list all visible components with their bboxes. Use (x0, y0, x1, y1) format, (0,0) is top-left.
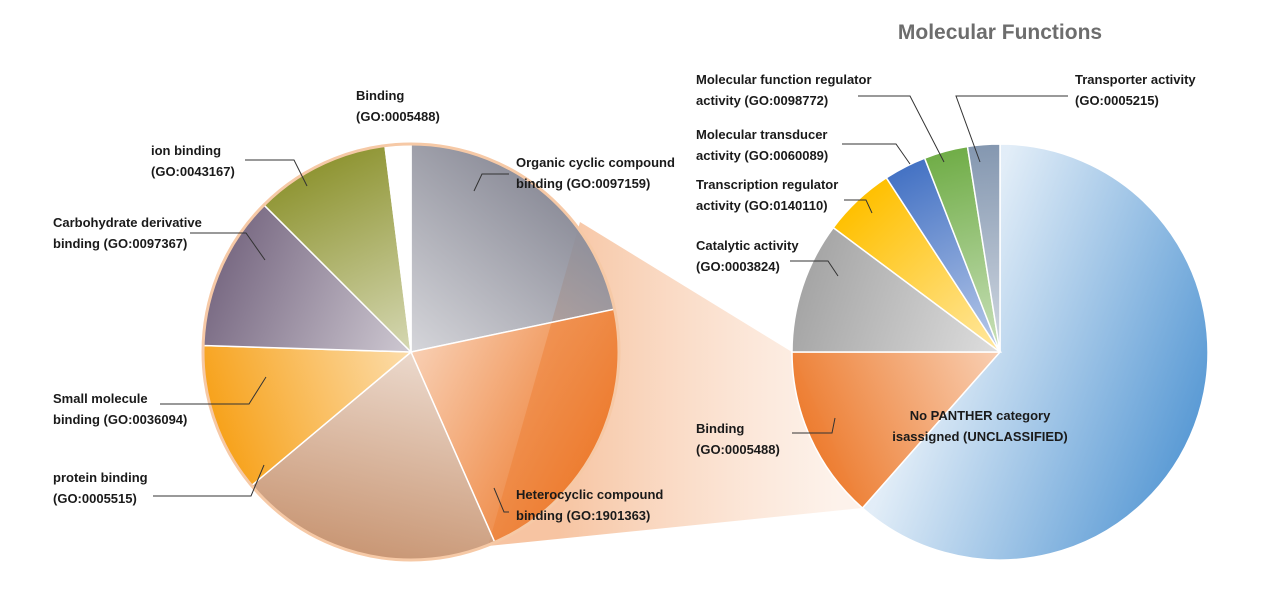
slice-label-organic-cyclic-compound-binding: Organic cyclic compound binding (GO:00971… (516, 155, 675, 191)
leader-line-ion-binding (245, 159, 308, 187)
slice-label-line: binding (GO:0097367) (53, 236, 187, 251)
slice-label-binding: Binding (GO:0005488) (696, 421, 780, 457)
slice-label-line: (GO:0043167) (151, 164, 235, 179)
slice-label-line: (GO:0005488) (696, 442, 780, 457)
leader-line-binding (792, 417, 836, 434)
slice-label-line: (GO:0003824) (696, 259, 780, 274)
slice-label-heterocyclic-compound-binding: Heterocyclic compound binding (GO:1901363… (516, 487, 663, 523)
slice-label-line: activity (GO:0060089) (696, 148, 828, 163)
breakdown-pie-outline (201, 142, 621, 562)
slice-label-molecular-transducer-activity: Molecular transducer activity (GO:0060089… (696, 127, 828, 163)
pie-slice-transporter-activity (966, 143, 1001, 353)
slice-label-line: activity (GO:0140110) (696, 198, 828, 213)
slice-label-line: binding (GO:1901363) (516, 508, 650, 523)
binding-breakdown-pie (201, 142, 621, 562)
leader-lines (153, 95, 1068, 513)
slice-label-carbohydrate-derivative-binding: Carbohydrate derivative binding (GO:00973… (53, 215, 202, 251)
slice-label-line: Transporter activity (1075, 72, 1196, 87)
chart-title: Molecular Functions (898, 21, 1102, 44)
slice-label-line: protein binding (53, 470, 148, 485)
slice-label-line: binding (GO:0097159) (516, 176, 650, 191)
leader-line-organic-cyclic-compound-binding (473, 173, 509, 192)
pie-slice-no-panther-category-isassigned (861, 143, 1209, 561)
pie-slice-catalytic-activity (791, 226, 1003, 353)
slice-label-line: isassigned (UNCLASSIFIED) (892, 429, 1068, 444)
slice-label-protein-binding: protein binding (GO:0005515) (53, 470, 148, 506)
leader-line-small-molecule-binding (160, 376, 267, 405)
slice-label-binding: Binding (GO:0005488) (356, 88, 440, 124)
slice-label-line: Organic cyclic compound (516, 155, 675, 170)
leader-line-molecular-function-regulator-activity (858, 95, 945, 163)
slice-label-line: (GO:0005215) (1075, 93, 1159, 108)
slice-label-line: binding (GO:0036094) (53, 412, 187, 427)
slice-label-line: (GO:0005515) (53, 491, 137, 506)
slice-label-ion-binding: ion binding (GO:0043167) (151, 143, 235, 179)
slice-label-line: Binding (356, 88, 404, 103)
slice-label-transcription-regulator-activity: Transcription regulator activity (GO:0140… (696, 177, 838, 213)
leader-line-carbohydrate-derivative-binding (190, 232, 266, 261)
slice-label-line: Binding (696, 421, 744, 436)
leader-line-transporter-activity (955, 95, 1068, 163)
slice-label-molecular-function-regulator-activity: Molecular function regulator activity (GO… (696, 72, 872, 108)
slice-labels: No PANTHER category isassigned (UNCLASSIF… (53, 72, 1196, 523)
slice-label-line: Transcription regulator (696, 177, 838, 192)
leader-line-heterocyclic-compound-binding (493, 487, 509, 513)
leader-line-transcription-regulator-activity (844, 199, 873, 214)
slice-label-line: ion binding (151, 143, 221, 158)
slice-label-line: Molecular transducer (696, 127, 828, 142)
slice-label-no-panther-category-isassigned: No PANTHER category isassigned (UNCLASSIF… (892, 408, 1068, 444)
slice-label-line: (GO:0005488) (356, 109, 440, 124)
slice-label-line: Catalytic activity (696, 238, 799, 253)
slice-label-line: activity (GO:0098772) (696, 93, 828, 108)
slice-label-small-molecule-binding: Small molecule binding (GO:0036094) (53, 391, 187, 427)
slice-label-line: Carbohydrate derivative (53, 215, 202, 230)
leader-line-catalytic-activity (790, 260, 839, 277)
slice-label-line: Heterocyclic compound (516, 487, 663, 502)
slice-label-catalytic-activity: Catalytic activity (GO:0003824) (696, 238, 799, 274)
slice-label-transporter-activity: Transporter activity (GO:0005215) (1075, 72, 1196, 108)
leader-line-molecular-transducer-activity (842, 143, 911, 165)
slice-label-line: No PANTHER category (910, 408, 1051, 423)
slice-label-line: Small molecule (53, 391, 148, 406)
molecular-functions-pie (791, 143, 1209, 561)
leader-line-protein-binding (153, 464, 265, 497)
pie-slice-binding (791, 351, 1002, 510)
slice-label-line: Molecular function regulator (696, 72, 872, 87)
